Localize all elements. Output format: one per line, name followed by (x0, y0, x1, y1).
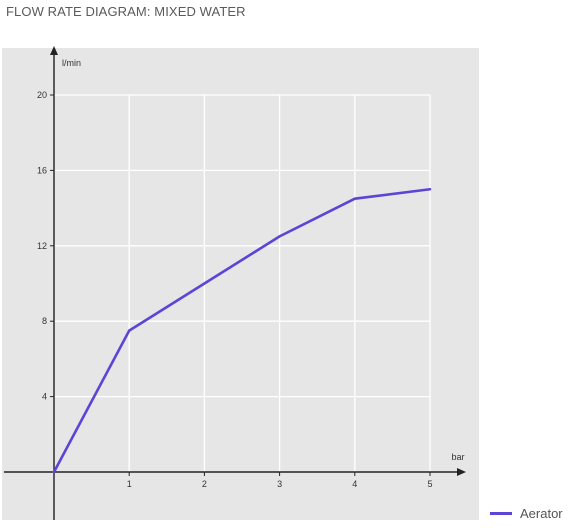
y-tick-label: 20 (37, 90, 47, 100)
y-tick-label: 8 (42, 316, 47, 326)
chart-title: FLOW RATE DIAGRAM: MIXED WATER (6, 4, 246, 19)
x-tick-label: 4 (352, 479, 357, 489)
legend-swatch (490, 512, 512, 515)
series-line-aerator (52, 187, 432, 474)
x-axis-arrow-icon (457, 468, 466, 476)
x-tick-label: 3 (277, 479, 282, 489)
x-tick-label: 1 (127, 479, 132, 489)
legend-label-aerator: Aerator (520, 506, 563, 521)
y-axis-arrow-icon (50, 46, 58, 55)
legend: Aerator (490, 506, 563, 521)
x-tick-label: 5 (427, 479, 432, 489)
x-axis-label: bar (451, 452, 464, 462)
y-tick-label: 12 (37, 241, 47, 251)
x-tick-label: 2 (202, 479, 207, 489)
plot-area (2, 48, 479, 520)
y-tick-label: 4 (42, 392, 47, 402)
y-axis-label: l/min (62, 58, 81, 68)
y-tick-label: 16 (37, 165, 47, 175)
